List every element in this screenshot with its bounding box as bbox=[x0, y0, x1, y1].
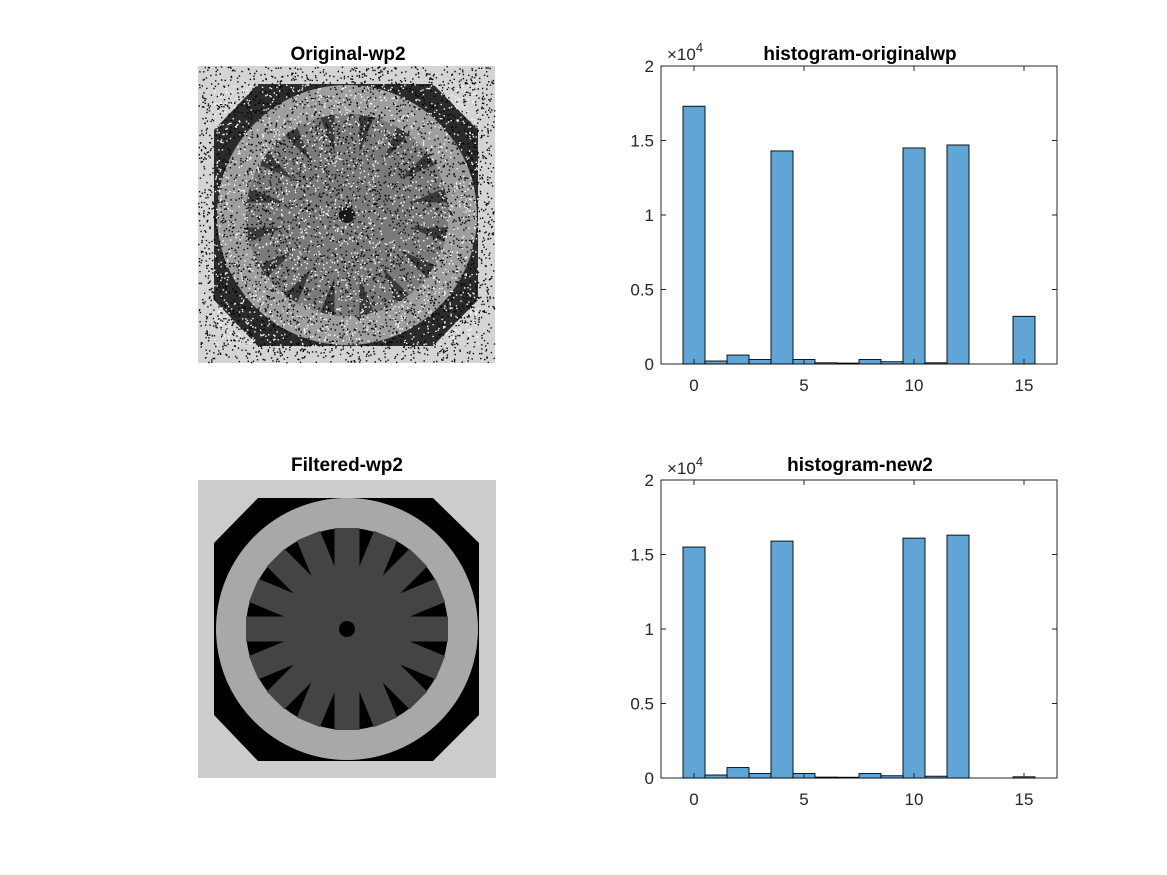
histogram-bar bbox=[748, 359, 772, 365]
histogram-bar bbox=[924, 362, 948, 365]
original-image-title: Original-wp2 bbox=[290, 44, 405, 65]
original-image-noise-overlay bbox=[198, 66, 496, 364]
y-tick-label: 2 bbox=[645, 57, 654, 76]
histogram-new2-axes: histogram-new2 ×104 0 5 10 15 0 0.5 1 1.5 2 bbox=[630, 454, 1058, 809]
axes-box bbox=[660, 65, 1058, 365]
histogram-bar bbox=[924, 775, 948, 779]
y-tick-label: 0.5 bbox=[630, 281, 654, 300]
histogram-bar bbox=[902, 147, 926, 365]
y-tick-label: 1.5 bbox=[630, 546, 654, 565]
pepper-noise bbox=[198, 66, 496, 364]
histogram-bar bbox=[814, 776, 838, 779]
panel-filtered-image: Filtered-wp2 bbox=[198, 455, 496, 778]
panel-original-image: Original-wp2 bbox=[198, 44, 496, 364]
histogram-bar bbox=[704, 774, 728, 779]
histogram-originalwp-exponent: ×104 bbox=[667, 40, 703, 64]
y-tick-label: 1 bbox=[645, 206, 654, 225]
histogram-bar bbox=[858, 773, 882, 779]
y-tick-label: 2 bbox=[645, 471, 654, 490]
x-tick-label: 5 bbox=[799, 790, 808, 809]
x-tick-label: 15 bbox=[1015, 790, 1034, 809]
histogram-bar bbox=[726, 354, 750, 365]
filtered-image-axle-hole bbox=[339, 621, 355, 637]
x-tick-label: 10 bbox=[905, 790, 924, 809]
original-image-axle-hole bbox=[339, 207, 355, 223]
y-tick-label: 0.5 bbox=[630, 695, 654, 714]
filtered-image-title: Filtered-wp2 bbox=[291, 455, 403, 476]
histogram-bar bbox=[946, 534, 970, 779]
x-tick-label: 15 bbox=[1015, 376, 1034, 395]
y-tick-label: 0 bbox=[645, 769, 654, 788]
x-tick-label: 0 bbox=[689, 376, 698, 395]
x-tick-label: 10 bbox=[905, 376, 924, 395]
histogram-bar bbox=[902, 537, 926, 779]
histogram-bar bbox=[770, 540, 794, 779]
x-tick-label: 5 bbox=[799, 376, 808, 395]
y-tick-label: 1.5 bbox=[630, 132, 654, 151]
y-tick-label: 1 bbox=[645, 620, 654, 639]
histogram-originalwp-axes: histogram-originalwp ×104 0 5 10 15 0 0.5 1 1.5… bbox=[630, 40, 1058, 395]
histogram-bar bbox=[1012, 315, 1036, 365]
histogram-originalwp-title: histogram-originalwp bbox=[763, 44, 956, 65]
histogram-bar bbox=[858, 359, 882, 365]
histogram-bar bbox=[836, 362, 860, 365]
histogram-bar bbox=[770, 150, 794, 365]
axes-box bbox=[660, 479, 1058, 779]
histogram-bar bbox=[814, 362, 838, 365]
histogram-bar bbox=[682, 105, 706, 365]
histogram-bar bbox=[880, 361, 904, 365]
y-tick-label: 0 bbox=[645, 355, 654, 374]
x-tick-label: 0 bbox=[689, 790, 698, 809]
histogram-new2-exponent: ×104 bbox=[667, 454, 703, 478]
histogram-bar bbox=[704, 360, 728, 365]
histogram-bar bbox=[748, 773, 772, 779]
histogram-bar bbox=[682, 546, 706, 779]
histogram-bar bbox=[946, 144, 970, 365]
histogram-bar bbox=[836, 776, 860, 779]
histogram-bar bbox=[726, 767, 750, 779]
histogram-bar bbox=[880, 775, 904, 779]
histogram-new2-title: histogram-new2 bbox=[787, 455, 933, 476]
